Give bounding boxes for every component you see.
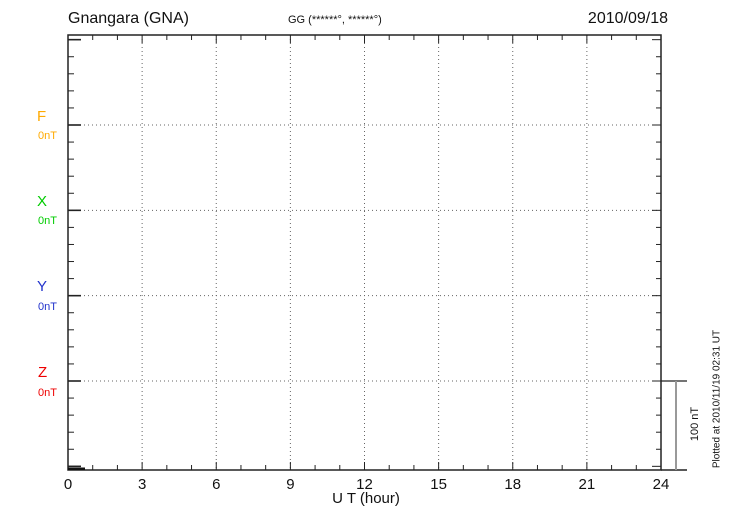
y-axis-ticks (68, 38, 661, 468)
x-tick-label-15: 15 (430, 476, 447, 493)
x-tick-label-6: 6 (212, 476, 221, 493)
channel-baseline-X: 0nT (38, 215, 57, 227)
station-title: Gnangara (GNA) (68, 10, 189, 27)
channel-letter-Y: Y (37, 278, 48, 295)
x-tick-label-9: 9 (286, 476, 295, 493)
scale-bar-label: 100 nT (689, 406, 701, 442)
x-axis-ticks (92, 35, 637, 470)
plot-date: 2010/09/18 (587, 10, 668, 27)
x-tick-label-0: 0 (63, 476, 73, 493)
x-tick-label-18: 18 (504, 476, 522, 493)
plotted-at-note: Plotted at 2010/11/19 02:31 UT (711, 329, 723, 469)
plot-frame (67, 34, 687, 471)
x-tick-label-12: 12 (356, 476, 373, 493)
channel-baseline-F: 0nT (38, 130, 57, 142)
channel-letter-Z: Z (38, 364, 48, 381)
scale-bar (661, 380, 687, 470)
x-tick-label-3: 3 (137, 476, 147, 493)
station-coordinates: GG (******°, ******°) (288, 14, 382, 26)
x-tick-label-21: 21 (578, 476, 596, 493)
channel-baseline-Z: 0nT (38, 387, 57, 399)
channel-letter-F: F (37, 108, 47, 125)
x-tick-label-24: 24 (652, 476, 670, 493)
channel-letter-X: X (37, 193, 48, 210)
x-axis-title: U T (hour) (332, 490, 400, 507)
channel-baseline-Y: 0nT (38, 301, 57, 313)
gridlines (68, 35, 661, 470)
